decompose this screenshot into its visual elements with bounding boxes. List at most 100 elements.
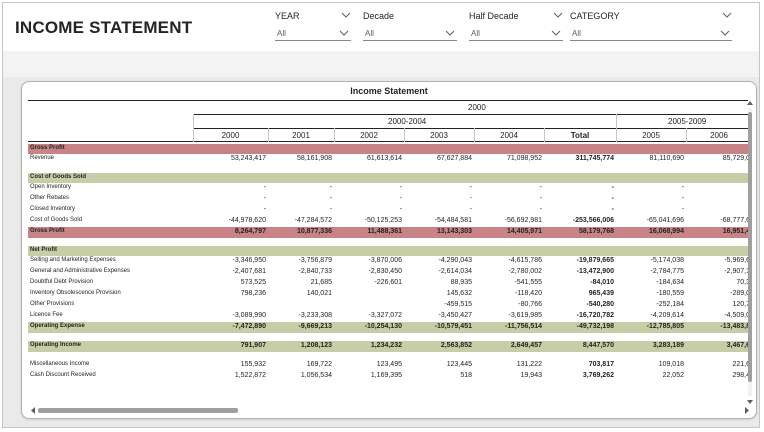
scroll-down-icon[interactable]: [747, 399, 753, 405]
row-label: Other Provisions: [30, 301, 75, 307]
table-cell: -: [329, 195, 332, 202]
table-row[interactable]: Gross Profit: [28, 144, 748, 154]
table-row[interactable]: Gross Profit 8,264,797 10,877,336 11,488,36…: [28, 227, 748, 238]
row-label: Licence Fee: [30, 312, 63, 318]
row-label: General and Administrative Expenses: [30, 268, 131, 274]
slicer-year[interactable]: YEAR All: [275, 9, 351, 45]
table-cell: -2,407,681: [232, 268, 266, 275]
row-label: Revenue: [30, 155, 55, 161]
table-row[interactable]: Cash Discount Received 1,522,872 1,056,534…: [28, 371, 748, 382]
table-cell: 965,439: [588, 290, 614, 297]
slicer-category-value: All: [572, 29, 581, 38]
table-cell: -47,284,572: [294, 217, 332, 224]
slicer-half-decade-dropdown[interactable]: All: [469, 25, 563, 41]
table-cell: -226,601: [374, 279, 402, 286]
table-row[interactable]: Doubtful Debt Provision 573,525 21,685 -226…: [28, 278, 748, 289]
table-row[interactable]: [28, 352, 748, 360]
table-row[interactable]: Selling and Marketing Expenses -3,346,950…: [28, 256, 748, 267]
slicer-decade-dropdown[interactable]: All: [363, 25, 457, 41]
chevron-down-icon: [445, 30, 455, 36]
table-row[interactable]: Inventory Obsolescence Provision 798,236 1…: [28, 289, 748, 300]
horizontal-scrollbar[interactable]: [30, 407, 750, 414]
table-cell: -19,879,665: [576, 257, 614, 264]
table-cell: 88,935: [450, 279, 472, 286]
table-cell: -3,089,990: [232, 312, 266, 319]
table-row[interactable]: Operating Income 791,907 1,208,123 1,234,23…: [28, 341, 748, 352]
table-cell: -: [540, 206, 542, 213]
table-row[interactable]: Cost of Goods Sold: [28, 173, 748, 183]
table-cell: -: [469, 195, 472, 202]
column-header[interactable]: 2005: [642, 131, 660, 140]
column-header[interactable]: 2004: [500, 131, 518, 140]
table-row[interactable]: Other Rebates--------: [28, 194, 748, 205]
table-cell: -253,566,006: [572, 217, 614, 224]
income-statement-matrix[interactable]: Income Statement 2000 2000-2004 2005-2009 2…: [21, 81, 757, 419]
column-header[interactable]: 2006: [710, 131, 728, 140]
header-half-decade: 2000-2004: [388, 117, 427, 126]
slicer-year-dropdown[interactable]: All: [275, 25, 351, 41]
column-header[interactable]: 2002: [360, 131, 378, 140]
column-divider: [268, 128, 269, 142]
column-header[interactable]: 2003: [430, 131, 448, 140]
table-cell: 58,161,908: [296, 155, 332, 162]
table-cell: 2,649,457: [510, 342, 542, 349]
column-divider: [686, 128, 687, 142]
table-cell: -2,784,775: [650, 268, 684, 275]
chevron-down-icon[interactable]: [722, 11, 732, 19]
slicer-decade[interactable]: Decade All: [363, 9, 457, 45]
table-row[interactable]: Other Provisions -459,515 -80,766 -540,280 -…: [28, 300, 748, 311]
scroll-thumb[interactable]: [38, 408, 238, 413]
vertical-scrollbar[interactable]: [747, 100, 753, 405]
slicer-decade-value: All: [365, 29, 374, 38]
table-cell: 13,143,303: [436, 228, 472, 235]
scroll-right-icon[interactable]: [744, 407, 750, 414]
table-row[interactable]: Revenue 53,243,417 58,161,908 61,613,614 67,…: [28, 154, 748, 165]
row-label: Operating Income: [30, 342, 82, 348]
table-cell: 8,264,797: [234, 228, 266, 235]
slicer-half-decade[interactable]: Half Decade All: [469, 9, 563, 45]
table-row[interactable]: [28, 238, 748, 246]
table-cell: -541,555: [514, 279, 542, 286]
table-row[interactable]: Operating Expense -7,472,890 -9,669,213 -10…: [28, 322, 748, 333]
column-header[interactable]: 2000: [221, 131, 240, 140]
table-row[interactable]: Open Inventory--------: [28, 183, 748, 194]
table-row[interactable]: Miscellaneous Income 155,932 169,722 123,49…: [28, 360, 748, 371]
slicer-category[interactable]: CATEGORY All: [570, 9, 732, 45]
table-cell: -: [681, 195, 684, 202]
table-row[interactable]: Licence Fee -3,089,990 -3,233,308 -3,327,07…: [28, 311, 748, 322]
table-cell: -540,280: [586, 301, 614, 308]
scroll-up-icon[interactable]: [747, 100, 753, 106]
table-cell: -84,010: [590, 279, 614, 286]
table-row[interactable]: Cost of Goods Sold -44,978,620 -47,284,572…: [28, 216, 748, 227]
row-label: Open Inventory: [30, 184, 72, 190]
chevron-down-icon: [720, 30, 730, 36]
header-rule: [28, 100, 748, 101]
table-row[interactable]: Net Profit: [28, 246, 748, 256]
table-cell: 3,769,262: [582, 372, 614, 379]
table-cell: -9,669,213: [298, 323, 332, 330]
column-header[interactable]: Total: [570, 131, 590, 140]
table-row[interactable]: General and Administrative Expenses -2,40…: [28, 267, 748, 278]
table-row[interactable]: [28, 333, 748, 341]
chevron-down-icon[interactable]: [553, 11, 563, 19]
slicer-category-dropdown[interactable]: All: [570, 25, 732, 41]
scroll-thumb[interactable]: [748, 112, 752, 382]
table-cell: 70,3: [736, 279, 748, 286]
table-cell: 10,877,336: [296, 228, 332, 235]
table-row[interactable]: Closed Inventory--------: [28, 205, 748, 216]
table-cell: -: [263, 195, 266, 202]
table-cell: 2,563,852: [440, 342, 472, 349]
table-cell: -: [264, 206, 266, 213]
table-row[interactable]: [28, 165, 748, 173]
column-divider: [404, 128, 405, 142]
table-cell: 67,627,884: [436, 155, 472, 162]
table-cell: 145,632: [446, 290, 472, 297]
column-header[interactable]: 2001: [292, 131, 310, 140]
table-cell: 703,817: [588, 361, 614, 368]
scroll-left-icon[interactable]: [30, 407, 36, 414]
table-cell: 155,932: [240, 361, 266, 368]
table-cell: -44,978,620: [228, 217, 266, 224]
chevron-down-icon[interactable]: [341, 11, 351, 19]
table-cell: 58,179,768: [578, 228, 614, 235]
table-cell: -10,254,130: [364, 323, 402, 330]
